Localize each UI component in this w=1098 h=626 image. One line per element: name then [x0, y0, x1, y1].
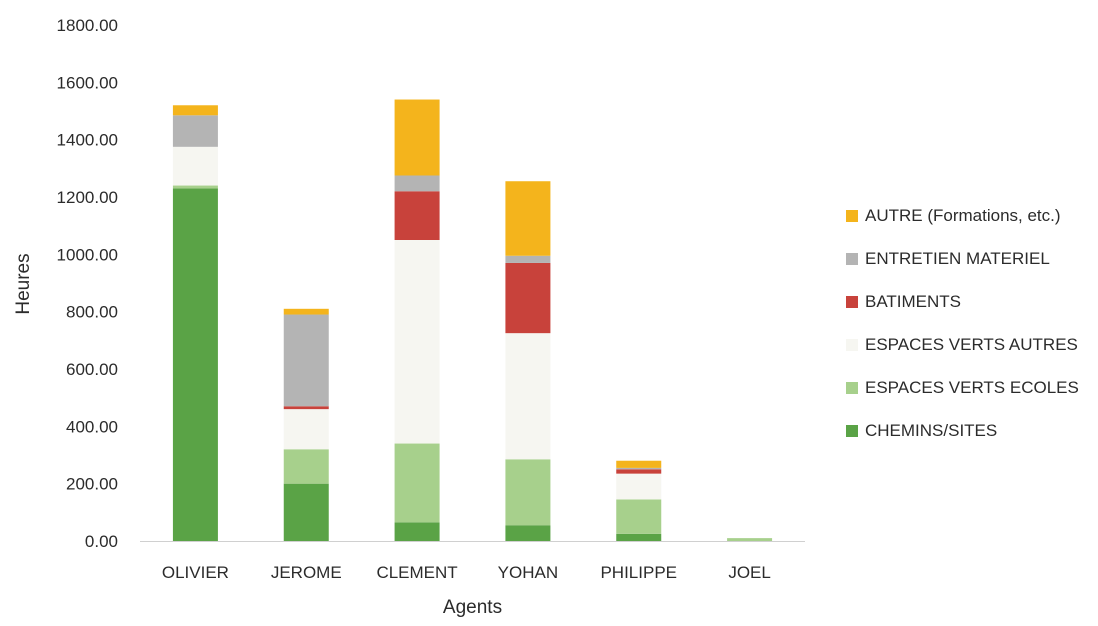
bar-segment: [616, 533, 662, 541]
legend-item: ESPACES VERTS AUTRES: [846, 334, 1096, 355]
bar-segment: [394, 522, 440, 541]
y-tick-label: 400.00: [66, 417, 118, 436]
legend-label: BATIMENTS: [865, 291, 962, 311]
bar-stack-olivier: [172, 105, 218, 541]
bar-segment: [283, 449, 329, 484]
bar-segment: [727, 538, 773, 541]
bar-segment: [394, 443, 440, 523]
x-axis: OLIVIER JEROME CLEMENT YOHAN PHILIPPE JOEL: [162, 563, 771, 582]
bar-stack-yohan: [505, 181, 551, 541]
bar-segment: [283, 314, 329, 407]
bar-segment: [616, 499, 662, 534]
bar-segment: [283, 308, 329, 315]
legend-label: ESPACES VERTS ECOLES: [865, 377, 1079, 397]
bar-segment: [505, 255, 551, 263]
bar-segment: [394, 175, 440, 192]
bar-stack-philippe: [616, 460, 662, 541]
bar-segment: [505, 333, 551, 460]
bar-segment: [172, 185, 218, 189]
bar-segment: [394, 191, 440, 240]
y-tick-label: 1200.00: [57, 188, 118, 207]
x-tick-label: JOEL: [728, 563, 771, 582]
bar-segment: [616, 460, 662, 468]
bar-segment: [172, 115, 218, 147]
bar-segment: [172, 188, 218, 541]
legend-swatch: [846, 252, 858, 265]
x-tick-label: OLIVIER: [162, 563, 229, 582]
bar-segment: [505, 525, 551, 541]
bar-segment: [505, 181, 551, 256]
y-tick-label: 1000.00: [57, 245, 118, 264]
legend-item: AUTRE (Formations, etc.): [846, 205, 1096, 226]
y-tick-label: 1800.00: [57, 16, 118, 35]
y-tick-label: 0.00: [85, 532, 118, 551]
y-tick-label: 1400.00: [57, 131, 118, 150]
bar-segment: [505, 459, 551, 526]
y-tick-label: 800.00: [66, 303, 118, 322]
x-tick-label: PHILIPPE: [600, 563, 677, 582]
x-tick-label: JEROME: [271, 563, 342, 582]
legend-swatch: [846, 381, 858, 394]
legend-label: ENTRETIEN MATERIEL: [865, 248, 1050, 268]
legend-item: ESPACES VERTS ECOLES: [846, 377, 1096, 398]
legend-item: CHEMINS/SITES: [846, 420, 1096, 441]
bar-stack-jerome: [283, 308, 329, 541]
bar-segment: [394, 240, 440, 444]
bar-segment: [616, 473, 662, 500]
legend-swatch: [846, 338, 858, 351]
legend-swatch: [846, 209, 858, 222]
bar-segment: [283, 409, 329, 450]
legend-swatch: [846, 295, 858, 308]
bar-stack-joel: [727, 538, 773, 541]
legend-label: CHEMINS/SITES: [865, 420, 998, 440]
bar-segment: [283, 483, 329, 541]
bar-segment: [616, 467, 662, 470]
x-axis-title: Agents: [443, 597, 502, 618]
y-axis-title: Heures: [13, 253, 34, 314]
bar-segment: [616, 469, 662, 474]
bar-stack-clement: [394, 99, 440, 541]
chart-legend: AUTRE (Formations, etc.) ENTRETIEN MATERI…: [846, 205, 1096, 463]
y-tick-label: 600.00: [66, 360, 118, 379]
y-tick-label: 200.00: [66, 475, 118, 494]
y-tick-label: 1600.00: [57, 73, 118, 92]
bar-stacks: [172, 99, 773, 541]
x-tick-label: CLEMENT: [376, 563, 457, 582]
bar-segment: [394, 99, 440, 176]
legend-label: AUTRE (Formations, etc.): [865, 205, 1061, 225]
legend-item: BATIMENTS: [846, 291, 1096, 312]
bar-segment: [172, 105, 218, 116]
legend-swatch: [846, 424, 858, 437]
y-axis: 0.00 200.00 400.00 600.00 800.00 1000.00 1200.…: [57, 16, 118, 551]
legend-item: ENTRETIEN MATERIEL: [846, 248, 1096, 269]
bar-segment: [505, 262, 551, 334]
bar-segment: [283, 406, 329, 410]
bar-segment: [172, 146, 218, 186]
legend-label: ESPACES VERTS AUTRES: [865, 334, 1078, 354]
x-tick-label: YOHAN: [498, 563, 558, 582]
